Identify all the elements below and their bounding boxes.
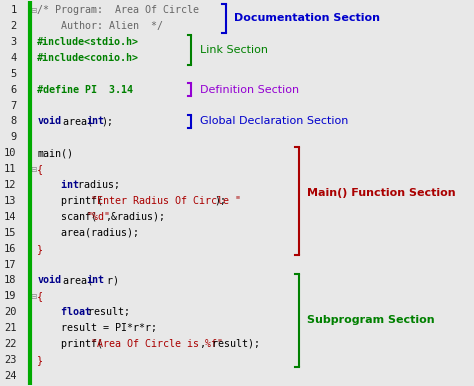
Text: Author: Alien  */: Author: Alien */ bbox=[37, 21, 163, 31]
Text: radius;: radius; bbox=[72, 180, 119, 190]
Text: 2: 2 bbox=[10, 21, 17, 31]
Text: ⊟: ⊟ bbox=[31, 6, 37, 15]
Text: "%d": "%d" bbox=[86, 212, 110, 222]
Text: 19: 19 bbox=[4, 291, 17, 301]
Text: void: void bbox=[37, 117, 61, 127]
Text: main(): main() bbox=[37, 148, 73, 158]
Text: 24: 24 bbox=[4, 371, 17, 381]
Text: 1: 1 bbox=[10, 5, 17, 15]
Text: );: ); bbox=[215, 196, 227, 206]
Text: #include<stdio.h>: #include<stdio.h> bbox=[37, 37, 139, 47]
Text: 15: 15 bbox=[4, 228, 17, 238]
Text: {: { bbox=[37, 291, 43, 301]
Text: 22: 22 bbox=[4, 339, 17, 349]
Text: #include<conio.h>: #include<conio.h> bbox=[37, 53, 139, 63]
Text: ⊟: ⊟ bbox=[31, 165, 37, 174]
Text: }: } bbox=[37, 355, 43, 365]
Text: Subprogram Section: Subprogram Section bbox=[307, 315, 435, 325]
Text: 3: 3 bbox=[10, 37, 17, 47]
Text: 17: 17 bbox=[4, 259, 17, 269]
Text: 6: 6 bbox=[10, 85, 17, 95]
Text: 5: 5 bbox=[10, 69, 17, 79]
Text: Global Declaration Section: Global Declaration Section bbox=[200, 117, 348, 127]
Text: 8: 8 bbox=[10, 117, 17, 127]
Text: printf(: printf( bbox=[37, 339, 103, 349]
Text: Main() Function Section: Main() Function Section bbox=[307, 188, 456, 198]
Text: ⊟: ⊟ bbox=[31, 292, 37, 301]
Text: 11: 11 bbox=[4, 164, 17, 174]
Text: 9: 9 bbox=[10, 132, 17, 142]
Text: }: } bbox=[37, 244, 43, 254]
Text: , result);: , result); bbox=[200, 339, 260, 349]
Text: area(: area( bbox=[57, 276, 93, 285]
Text: "Enter Radius Of Circle ": "Enter Radius Of Circle " bbox=[91, 196, 241, 206]
Text: void: void bbox=[37, 276, 61, 285]
Text: result = PI*r*r;: result = PI*r*r; bbox=[37, 323, 157, 333]
Text: {: { bbox=[37, 164, 43, 174]
Text: scanf(: scanf( bbox=[37, 212, 97, 222]
Text: 20: 20 bbox=[4, 307, 17, 317]
Text: 7: 7 bbox=[10, 101, 17, 110]
Text: int: int bbox=[86, 276, 104, 285]
Text: Link Section: Link Section bbox=[200, 45, 268, 55]
Text: int: int bbox=[37, 180, 79, 190]
Text: 14: 14 bbox=[4, 212, 17, 222]
Text: 23: 23 bbox=[4, 355, 17, 365]
Text: 13: 13 bbox=[4, 196, 17, 206]
Text: area(: area( bbox=[57, 117, 93, 127]
Text: #define PI  3.14: #define PI 3.14 bbox=[37, 85, 133, 95]
Text: Documentation Section: Documentation Section bbox=[234, 13, 380, 23]
Text: );: ); bbox=[101, 117, 113, 127]
Text: ,&radius);: ,&radius); bbox=[106, 212, 166, 222]
Text: printf(: printf( bbox=[37, 196, 103, 206]
Text: 4: 4 bbox=[10, 53, 17, 63]
Text: float: float bbox=[37, 307, 91, 317]
Text: /* Program:  Area Of Circle: /* Program: Area Of Circle bbox=[37, 5, 199, 15]
Text: area(radius);: area(radius); bbox=[37, 228, 139, 238]
Text: 12: 12 bbox=[4, 180, 17, 190]
Text: 10: 10 bbox=[4, 148, 17, 158]
Text: result;: result; bbox=[82, 307, 129, 317]
Text: r): r) bbox=[101, 276, 119, 285]
Text: int: int bbox=[86, 117, 104, 127]
Text: 18: 18 bbox=[4, 276, 17, 285]
Text: Definition Section: Definition Section bbox=[200, 85, 299, 95]
Text: "Area Of Circle is %f": "Area Of Circle is %f" bbox=[91, 339, 223, 349]
Text: 21: 21 bbox=[4, 323, 17, 333]
Text: 16: 16 bbox=[4, 244, 17, 254]
